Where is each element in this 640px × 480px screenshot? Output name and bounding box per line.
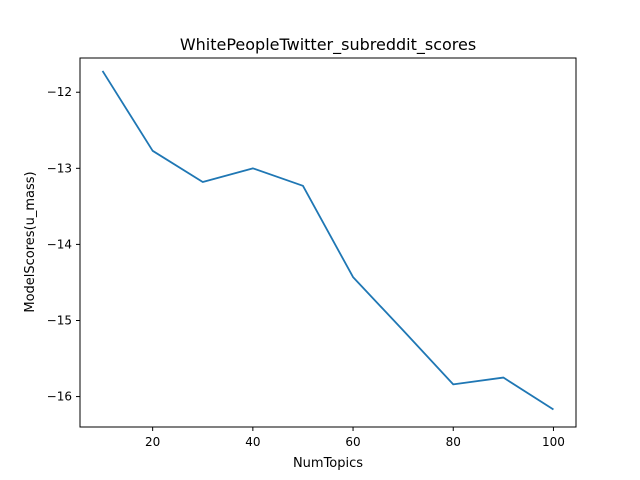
x-tick-label: 40 [245,435,260,449]
x-axis-label: NumTopics [293,456,363,471]
x-axis: 20 40 60 80 100 [145,427,565,449]
y-axis-label: ModelScores(u_mass) [23,171,38,312]
x-tick-label: 20 [145,435,160,449]
series-layer [101,70,554,411]
plot-area [79,57,577,428]
y-tick-label: −13 [47,161,72,175]
series-line [101,70,554,411]
x-tick-label: 60 [345,435,360,449]
y-tick-label: −15 [47,313,72,327]
chart-title: WhitePeopleTwitter_subreddit_scores [180,35,476,55]
y-axis: −12 −13 −14 −15 −16 [47,85,80,404]
y-tick-label: −14 [47,237,72,251]
y-tick-label: −12 [47,85,72,99]
x-tick-label: 80 [446,435,461,449]
y-tick-label: −16 [47,390,72,404]
x-tick-label: 100 [542,435,565,449]
